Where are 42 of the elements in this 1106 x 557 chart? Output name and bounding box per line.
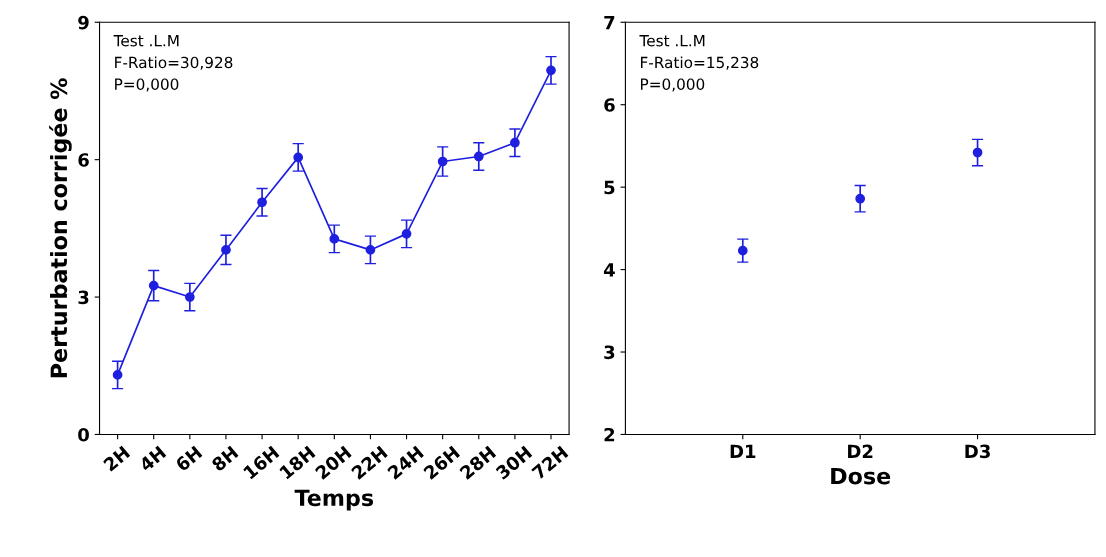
annotation: Test .L.M	[639, 35, 705, 47]
annotation: Test .L.M	[113, 35, 179, 47]
x-tick-label: D2	[848, 444, 873, 458]
point	[473, 151, 484, 162]
x-axis-title: Temps	[294, 489, 374, 511]
point	[184, 292, 195, 302]
x-axis-title: Dose	[831, 467, 891, 485]
y-tick-label: 3	[78, 290, 89, 305]
y-axis-title: Perturbation corrigée %	[49, 78, 72, 378]
point	[148, 280, 159, 291]
annotation: F-Ratio=15,238	[641, 56, 759, 70]
x-tick-label: D1	[730, 444, 756, 458]
point	[437, 156, 448, 167]
annotation: P=0,000	[115, 78, 179, 92]
x-tick-label: 6H	[174, 445, 203, 472]
point	[257, 197, 267, 208]
point	[401, 229, 412, 239]
point	[737, 245, 748, 256]
y-tick-label: 3	[604, 345, 615, 360]
y-tick-label: 6	[604, 98, 615, 112]
point	[293, 152, 304, 163]
y-tick-label: 2	[604, 427, 615, 442]
point	[221, 245, 231, 255]
point	[546, 65, 556, 76]
y-tick-label: 9	[78, 15, 89, 30]
annotation: P=0,000	[641, 78, 705, 92]
x-tick-label: D3	[965, 444, 990, 459]
point	[510, 137, 520, 148]
x-tick-label: 2H	[102, 445, 131, 472]
y-tick-label: 0	[78, 427, 89, 442]
y-tick-label: 7	[604, 15, 615, 30]
point	[112, 370, 123, 380]
point	[855, 193, 866, 204]
y-tick-label: 4	[603, 263, 615, 277]
x-tick-label: 8H	[210, 445, 239, 472]
point	[365, 245, 376, 255]
point	[329, 234, 340, 244]
y-tick-label: 6	[78, 153, 89, 167]
x-tick-label: 4H	[138, 445, 167, 472]
annotation: F-Ratio=30,928	[115, 56, 233, 70]
y-tick-label: 5	[604, 180, 615, 195]
point	[972, 147, 983, 158]
